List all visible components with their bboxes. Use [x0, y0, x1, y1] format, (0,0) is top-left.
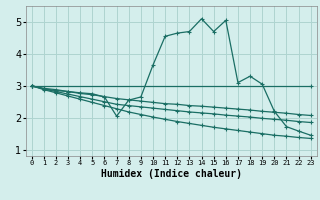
X-axis label: Humidex (Indice chaleur): Humidex (Indice chaleur): [101, 169, 242, 179]
